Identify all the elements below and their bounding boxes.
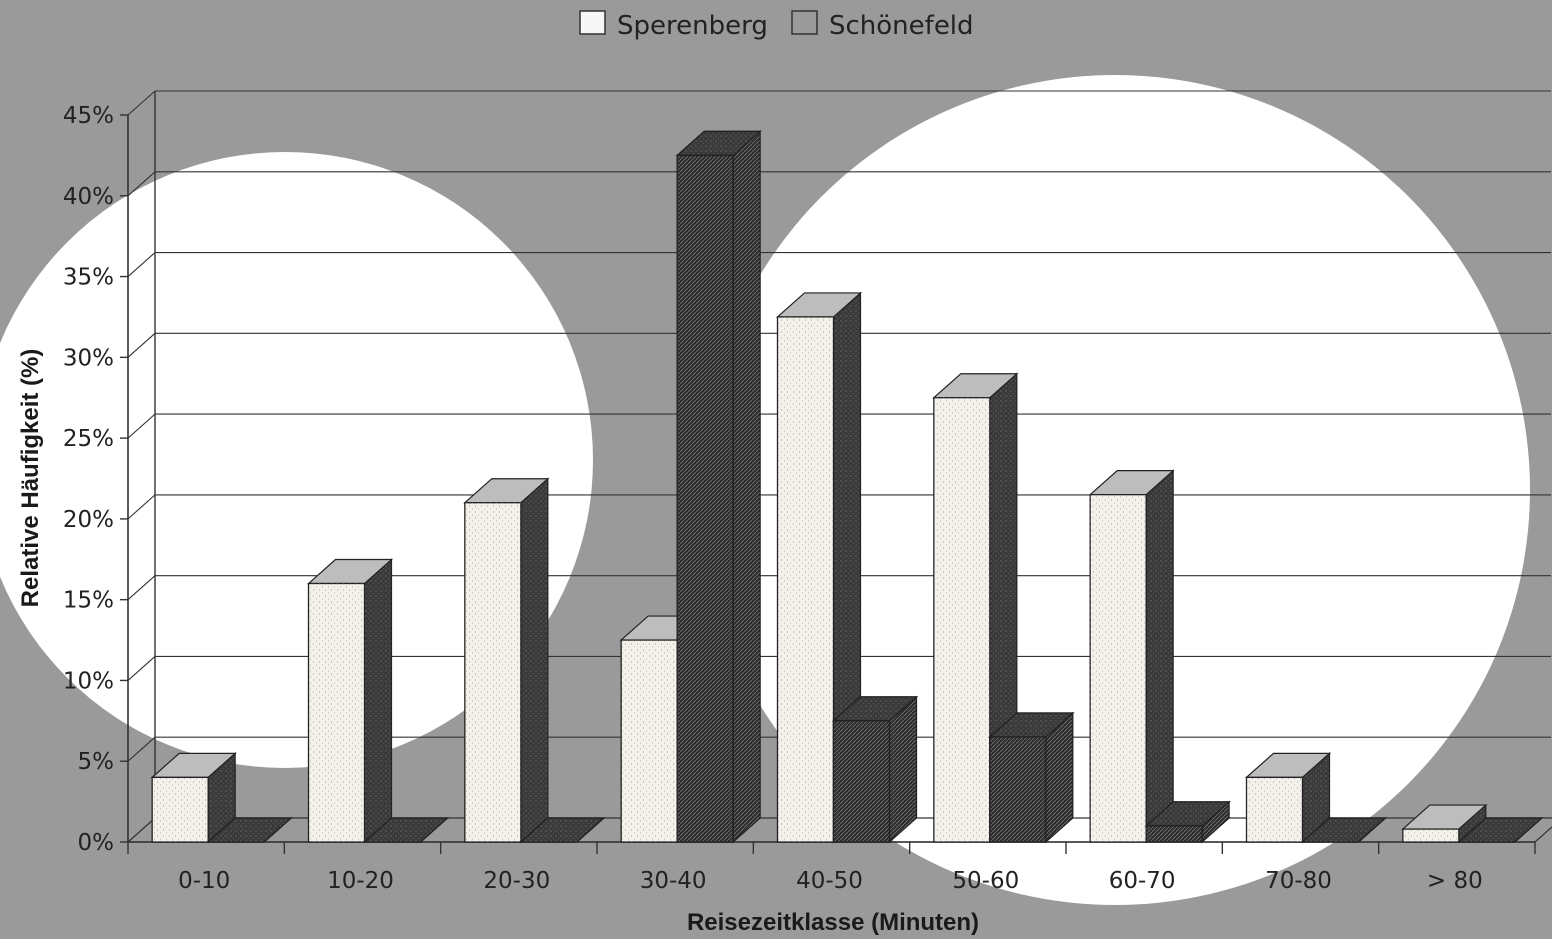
bar-sperenberg-60-70 (1088, 469, 1175, 844)
y-tick-label: 10% (63, 668, 114, 694)
legend-swatch-sperenberg (579, 10, 606, 35)
bar-front-texture (308, 583, 365, 842)
bar-sperenberg-40-50 (775, 291, 863, 844)
y-tick-label: 20% (63, 507, 114, 533)
legend-label-sperenberg: Sperenberg (617, 11, 768, 41)
legend-swatch-schonefeld (791, 10, 818, 35)
bar-sch-nefeld-40-50 (831, 695, 919, 844)
bar-front-texture (464, 502, 521, 842)
x-tick-label: 0-10 (178, 868, 230, 894)
x-axis-ticks: 0-10 10-20 20-30 30-40 40-50 50-60 60-70 70-80 >… (127, 842, 1536, 894)
bar-sch-nefeld-20-30 (519, 817, 606, 843)
x-tick-label: 10-20 (327, 868, 394, 894)
bar-sch-nefeld-0-10 (206, 817, 293, 843)
background-circle-left (0, 152, 593, 768)
bar-front-texture (832, 720, 891, 843)
bar-sch-nefeld-60-70 (1144, 800, 1231, 844)
y-tick-label: 15% (63, 588, 114, 614)
y-tick-label: 25% (63, 426, 114, 452)
gridline-diagonal (127, 90, 156, 116)
bar-sperenberg-80 (1401, 803, 1488, 844)
bar-sperenberg-70-80 (1244, 752, 1332, 844)
legend: Sperenberg Schönefeld (579, 10, 974, 41)
bar-front-texture (989, 736, 1047, 843)
x-tick-label: 70-80 (1265, 868, 1332, 894)
bar-top-texture (362, 817, 450, 843)
bar-front-texture (1246, 777, 1303, 842)
y-tick-label: 45% (63, 103, 114, 129)
legend-label-schonefeld: Schönefeld (829, 11, 974, 41)
bar-side (363, 558, 393, 844)
bar-sperenberg-20-30 (463, 477, 550, 844)
x-tick-label: 50-60 (952, 868, 1019, 894)
bar-front-texture (1090, 494, 1147, 842)
bar-side (888, 695, 918, 844)
x-tick-label: 30-40 (640, 868, 707, 894)
gridline-diagonal (127, 736, 156, 762)
bar-side (520, 477, 549, 844)
bar-front-texture (1145, 825, 1203, 843)
bar-sch-nefeld-10-20 (362, 817, 450, 843)
gridline-diagonal (127, 332, 156, 358)
bar-front-texture (1402, 829, 1459, 842)
bar-front-texture (621, 640, 678, 842)
x-tick-label: 20-30 (483, 868, 550, 894)
legend-item-schonefeld: Schönefeld (791, 10, 974, 41)
bar-front-texture (777, 316, 834, 842)
bar-front-texture (933, 397, 990, 842)
bars (150, 130, 1544, 844)
gridline-diagonal (127, 252, 156, 277)
bar-top-texture (1300, 817, 1388, 843)
bar-sperenberg-0-10 (150, 752, 237, 844)
bar-sch-nefeld-80 (1457, 817, 1544, 843)
gridline-diagonal (127, 494, 156, 520)
bar-top-texture (519, 817, 606, 843)
plot-frame (127, 91, 156, 842)
x-axis-title: Reisezeitklasse (Minuten) (687, 909, 979, 936)
x-tick-label: 60-70 (1109, 868, 1176, 894)
bar-sperenberg-50-60 (932, 372, 1019, 844)
y-tick-label: 0% (78, 830, 115, 856)
bar-top-texture (206, 817, 293, 843)
y-tick-label: 35% (63, 265, 114, 291)
bar-sperenberg-10-20 (306, 558, 394, 844)
bar-sch-nefeld-70-80 (1300, 817, 1388, 843)
y-tick-label: 5% (78, 749, 115, 775)
legend-item-sperenberg: Sperenberg (579, 10, 768, 41)
y-axis-title: Relative Häufigkeit (%) (17, 349, 44, 608)
bar-front-texture (152, 777, 209, 842)
gridline-diagonal (127, 171, 156, 197)
bar-sch-nefeld-50-60 (988, 711, 1075, 844)
x-tick-label: > 80 (1427, 868, 1483, 894)
x-tick-label: 40-50 (796, 868, 863, 894)
y-tick-label: 40% (63, 184, 114, 210)
y-axis-ticks: 0% 5% 10% 15% 20% 25% 30% 35% 40% 45% (63, 103, 128, 856)
bar-side (732, 130, 761, 844)
y-tick-label: 30% (63, 345, 114, 371)
gridline-diagonal (127, 656, 156, 681)
bar-sch-nefeld-30-40 (675, 130, 762, 844)
gridline-diagonal (127, 575, 156, 601)
bar-side (1145, 469, 1174, 844)
gridline-diagonal (127, 413, 156, 439)
bar-top-texture (1457, 817, 1544, 843)
bar-front-texture (676, 154, 734, 843)
